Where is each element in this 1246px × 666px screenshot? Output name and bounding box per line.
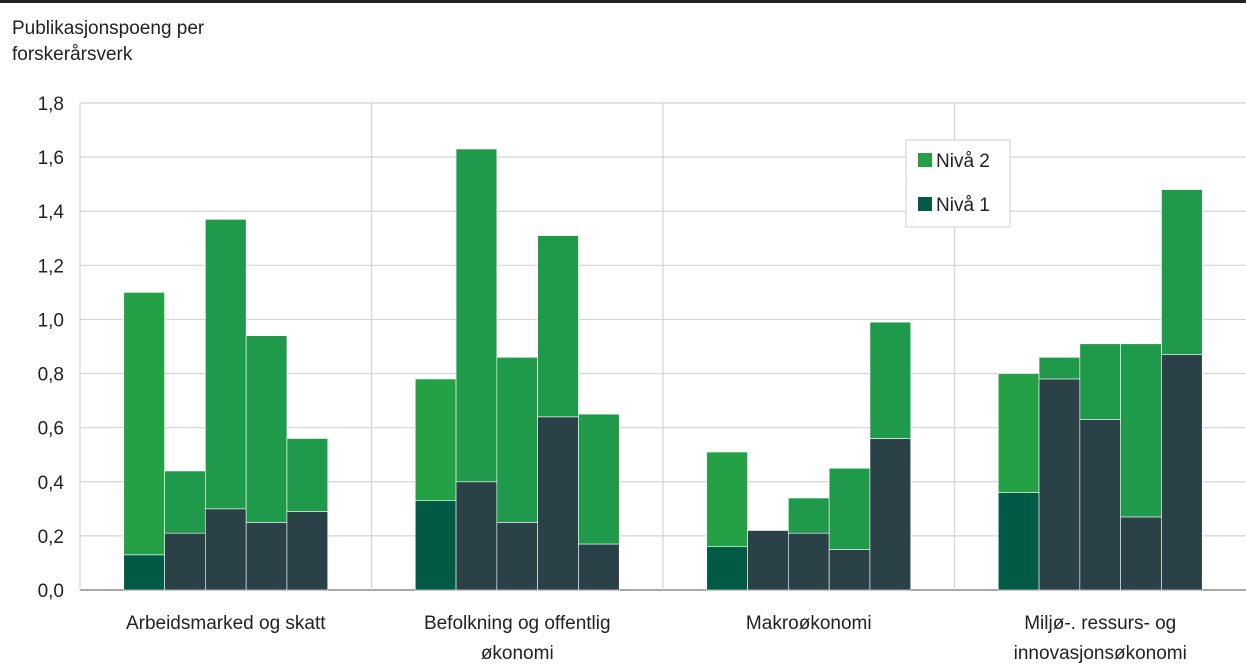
bar-nivaa-2	[1161, 189, 1203, 355]
bar-nivaa-2	[286, 438, 329, 512]
bar-nivaa-1	[414, 500, 457, 591]
bar-nivaa-2	[1038, 357, 1081, 380]
bar-nivaa-1	[869, 438, 912, 591]
y-axis-title: Publikasjonspoeng per forskerårsverk	[12, 16, 312, 68]
category-label: Arbeidsmarked og skatt	[126, 613, 326, 634]
bar-nivaa-2	[245, 335, 288, 523]
legend-label: Nivå 1	[936, 195, 990, 216]
bar-nivaa-1	[205, 508, 247, 591]
bar-nivaa-1	[828, 549, 871, 591]
bar-nivaa-2	[997, 373, 1040, 493]
bar-nivaa-1	[997, 492, 1040, 591]
category-label: økonomi	[481, 643, 554, 664]
bar-nivaa-1	[706, 546, 748, 591]
category-label: Befolkning og offentlig	[424, 613, 611, 634]
bar-nivaa-2	[205, 219, 247, 510]
y-tick-label: 0,0	[38, 581, 64, 602]
bar-nivaa-1	[286, 511, 329, 591]
bar-nivaa-1	[496, 522, 538, 591]
bar-nivaa-2	[706, 451, 748, 548]
y-tick-label: 0,4	[38, 473, 65, 494]
bar-nivaa-1	[537, 416, 579, 591]
y-axis-title-line-2: forskerårsverk	[12, 44, 133, 65]
bar-nivaa-2	[1079, 343, 1121, 420]
bar-nivaa-2	[537, 235, 579, 418]
bar-nivaa-2	[414, 378, 457, 502]
bar-nivaa-1	[1038, 378, 1081, 591]
bar-nivaa-2	[788, 497, 830, 534]
category-label: Miljø-. ressurs- og	[1024, 613, 1176, 634]
y-tick-label: 0,2	[38, 527, 64, 548]
y-axis-title-line-1: Publikasjonspoeng per	[12, 18, 205, 39]
bar-nivaa-2	[828, 467, 871, 550]
category-label: Makroøkonomi	[746, 613, 872, 634]
bar-nivaa-2	[123, 292, 165, 556]
top-rule	[0, 0, 1246, 3]
bar-nivaa-1	[245, 522, 288, 591]
legend: Nivå 2 Nivå 1	[905, 139, 1011, 228]
bar-nivaa-1	[1120, 516, 1162, 591]
y-axis-ticks: 0,0 0,2 0,4 0,6 0,8 1,0 1,2 1,4 1,6 1,8	[38, 94, 65, 602]
bar-nivaa-1	[123, 554, 165, 591]
bar-nivaa-2	[455, 148, 498, 483]
y-tick-label: 0,8	[38, 365, 64, 386]
bar-nivaa-1	[164, 532, 206, 591]
bar-nivaa-2	[164, 470, 206, 534]
bar-nivaa-1	[578, 543, 620, 591]
bar-nivaa-1	[455, 481, 498, 591]
bar-nivaa-2	[496, 357, 538, 523]
y-tick-label: 1,0	[38, 310, 64, 331]
category-label: innovasjonsøkonomi	[1014, 643, 1187, 664]
bar-nivaa-2	[1120, 343, 1162, 518]
bar-nivaa-1	[1079, 419, 1121, 591]
bar-nivaa-2	[869, 321, 912, 439]
bar-nivaa-2	[578, 413, 620, 545]
legend-swatch	[918, 153, 932, 167]
bar-nivaa-1	[747, 530, 789, 591]
category-labels: Arbeidsmarked og skatt Befolkning og offe…	[126, 613, 1187, 664]
y-tick-label: 1,4	[38, 202, 65, 223]
y-tick-label: 1,6	[38, 148, 64, 169]
legend-label: Nivå 2	[936, 151, 990, 172]
legend-swatch	[918, 197, 932, 211]
bars	[123, 148, 1203, 591]
y-tick-label: 1,2	[38, 256, 64, 277]
bar-nivaa-1	[1161, 354, 1203, 591]
y-tick-label: 1,8	[38, 94, 64, 115]
y-tick-label: 0,6	[38, 419, 64, 440]
bar-nivaa-1	[788, 532, 830, 591]
